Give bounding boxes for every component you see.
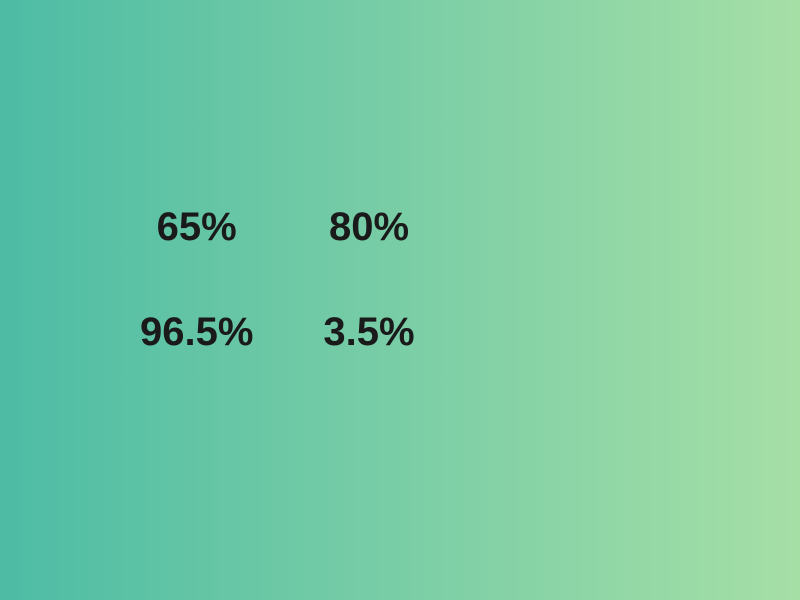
percent-top-right: 80% [323, 205, 414, 250]
infographic-canvas: 65% 80% 96.5% 3.5% [0, 0, 800, 600]
percent-grid: 65% 80% 96.5% 3.5% [140, 205, 415, 355]
percent-top-left: 65% [140, 205, 253, 250]
percent-bottom-right: 3.5% [323, 310, 414, 355]
percent-bottom-left: 96.5% [140, 310, 253, 355]
